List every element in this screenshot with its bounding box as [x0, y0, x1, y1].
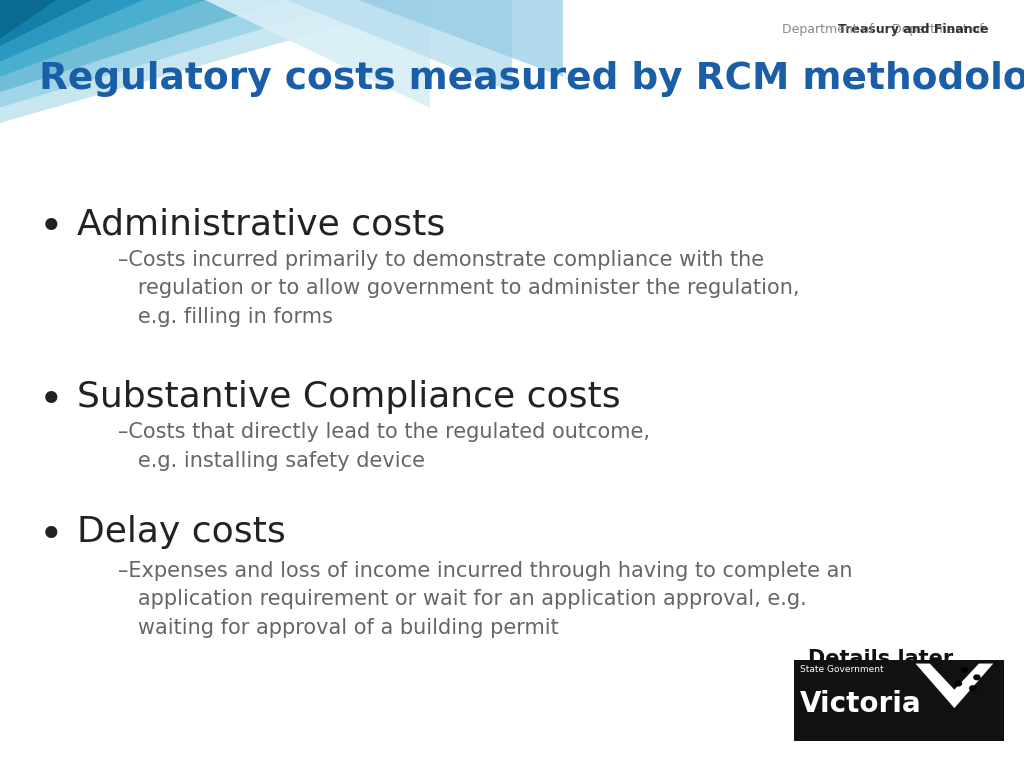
Text: •: • — [39, 515, 63, 557]
Circle shape — [974, 675, 980, 680]
Text: Substantive Compliance costs: Substantive Compliance costs — [77, 380, 621, 414]
Text: •: • — [39, 380, 63, 422]
FancyBboxPatch shape — [794, 660, 1004, 741]
Circle shape — [955, 681, 962, 686]
Circle shape — [970, 686, 976, 690]
Text: Delay costs: Delay costs — [77, 515, 286, 548]
Text: State Government: State Government — [800, 665, 884, 674]
Text: –Costs incurred primarily to demonstrate compliance with the
   regulation or to: –Costs incurred primarily to demonstrate… — [118, 250, 800, 327]
Text: Department of: Department of — [892, 23, 988, 36]
Text: •: • — [39, 207, 63, 250]
Text: Administrative costs: Administrative costs — [77, 207, 445, 241]
Text: Treasury and Finance: Treasury and Finance — [838, 23, 988, 36]
Text: –Expenses and loss of income incurred through having to complete an
   applicati: –Expenses and loss of income incurred th… — [118, 561, 852, 638]
Polygon shape — [287, 0, 512, 92]
Polygon shape — [0, 0, 430, 123]
Polygon shape — [915, 664, 993, 708]
Polygon shape — [205, 0, 430, 108]
Polygon shape — [0, 0, 358, 108]
Polygon shape — [0, 0, 56, 38]
Polygon shape — [0, 0, 143, 61]
Polygon shape — [358, 0, 563, 77]
Text: Victoria: Victoria — [800, 690, 922, 717]
Text: –Costs that directly lead to the regulated outcome,
   e.g. installing safety de: –Costs that directly lead to the regulat… — [118, 422, 650, 472]
Text: Department of: Department of — [781, 23, 878, 36]
Polygon shape — [0, 0, 287, 92]
Text: Details later: Details later — [808, 649, 953, 669]
Polygon shape — [0, 0, 92, 46]
Circle shape — [962, 667, 968, 672]
Text: Regulatory costs measured by RCM methodology: Regulatory costs measured by RCM methodo… — [39, 61, 1024, 98]
Polygon shape — [0, 0, 205, 77]
